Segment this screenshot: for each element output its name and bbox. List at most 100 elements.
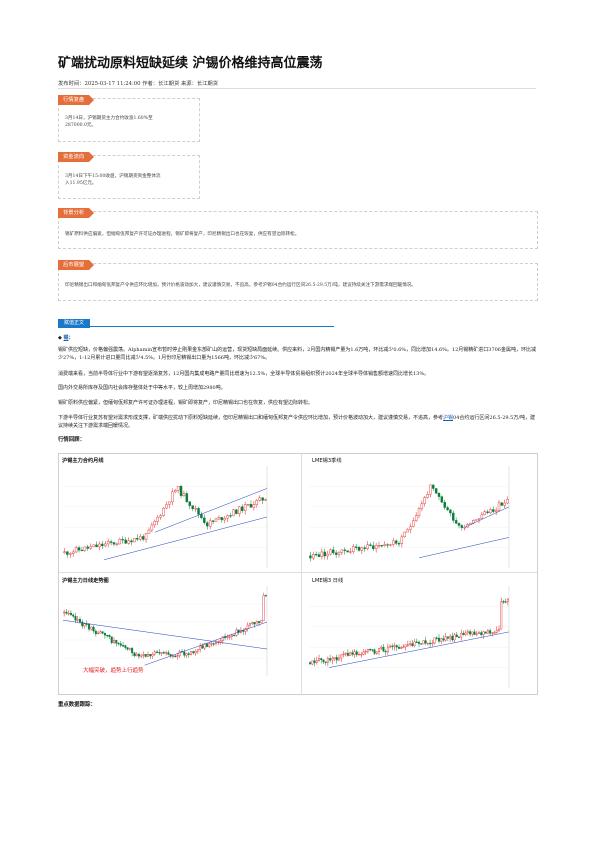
candle-body (176, 486, 180, 491)
candle-body (262, 595, 265, 621)
candle-body (137, 653, 140, 657)
candle-body (182, 493, 186, 496)
candle-body (208, 643, 211, 647)
candle-body (323, 551, 326, 557)
candle-body (371, 649, 374, 651)
candle-body (480, 632, 483, 636)
candle-body (429, 642, 432, 645)
candle-body (235, 509, 238, 515)
candle-body (264, 499, 267, 501)
panel2-candles (309, 466, 510, 568)
candle-body (176, 655, 179, 657)
candle-body (369, 648, 372, 651)
candle-body (173, 490, 177, 493)
candle-body (81, 621, 84, 627)
candle-body (333, 657, 336, 659)
panel1-candles (63, 466, 268, 568)
candle-body (188, 501, 191, 506)
candle-body (355, 651, 358, 655)
candle-body (420, 643, 423, 645)
candle-body (312, 553, 315, 559)
panel4-candles (309, 586, 510, 688)
tin-link[interactable]: 锡 (63, 335, 69, 341)
candle-body (147, 529, 151, 534)
candle-body (95, 544, 98, 548)
candle-body (449, 635, 452, 639)
candle-body (251, 622, 254, 624)
candle-body (190, 651, 193, 655)
candle-body (158, 652, 161, 654)
candle-body (122, 645, 125, 647)
candle-body (179, 486, 183, 496)
candle-body (380, 646, 383, 649)
candle-body (492, 509, 495, 512)
candle-body (83, 623, 86, 627)
body-section-tag: 赋值正文 (58, 319, 90, 328)
candle-body (422, 640, 425, 645)
candle-body (506, 598, 509, 602)
candle-body (463, 527, 466, 529)
candle-body (223, 517, 226, 521)
candle-body (153, 521, 157, 526)
candle-body (199, 645, 202, 650)
candle-body (483, 511, 486, 516)
candle-body (264, 595, 267, 597)
candle-body (183, 651, 186, 656)
candle-body (226, 515, 229, 519)
candle-body (329, 658, 332, 661)
candle-body (194, 651, 197, 654)
candle-body (126, 647, 129, 650)
candle-body (258, 621, 261, 623)
candle-body (423, 497, 426, 504)
panel3-annotation: 大幅突破，趋势上行趋势 (83, 668, 144, 674)
candle-body (473, 631, 476, 635)
candle-body (113, 640, 115, 643)
shfe-tin-link[interactable]: 沪锡 (443, 415, 454, 421)
candle-body (219, 640, 222, 643)
candle-body (136, 538, 139, 540)
candle-body (474, 519, 478, 521)
candle-body (394, 540, 398, 544)
candle-body (426, 642, 429, 645)
candle-body (498, 628, 500, 631)
candle-body (83, 546, 87, 551)
candle-body (340, 654, 343, 659)
body-section-rule (90, 326, 334, 327)
candle-body (101, 543, 104, 547)
candle-body (406, 644, 409, 646)
candle-body (354, 546, 358, 548)
candle-body (311, 660, 314, 665)
candle-body (438, 637, 440, 642)
candle-body (469, 631, 472, 635)
candle-body (133, 538, 136, 543)
candle-body (433, 637, 436, 644)
outlook-tag: 后市展望 (58, 260, 95, 270)
trend-line (154, 488, 268, 533)
candle-body (455, 634, 458, 638)
candle-body (258, 497, 261, 501)
candle-body (94, 630, 97, 635)
candle-body (352, 546, 355, 552)
candle-body (374, 545, 378, 549)
candle-body (362, 651, 365, 655)
candle-body (366, 544, 369, 549)
candle-body (466, 631, 469, 634)
candle-body (127, 540, 130, 544)
candle-body (329, 549, 332, 555)
candle-body (373, 649, 376, 654)
candle-body (464, 632, 467, 635)
candle-body (135, 653, 138, 657)
candle-body (246, 624, 249, 629)
candle-body (237, 629, 240, 633)
candle-body (168, 501, 171, 505)
candle-body (400, 536, 404, 544)
market-review-text: 3月14日，沪锡期货主力合约收涨1.60%至287000.0元。 (65, 116, 153, 128)
candle-body (366, 648, 369, 652)
candle-body (131, 647, 134, 654)
candle-body (482, 631, 485, 636)
candle-body (475, 633, 478, 635)
candle-body (429, 484, 432, 495)
candle-body (249, 623, 251, 626)
candle-body (375, 651, 378, 654)
candle-body (191, 505, 194, 509)
